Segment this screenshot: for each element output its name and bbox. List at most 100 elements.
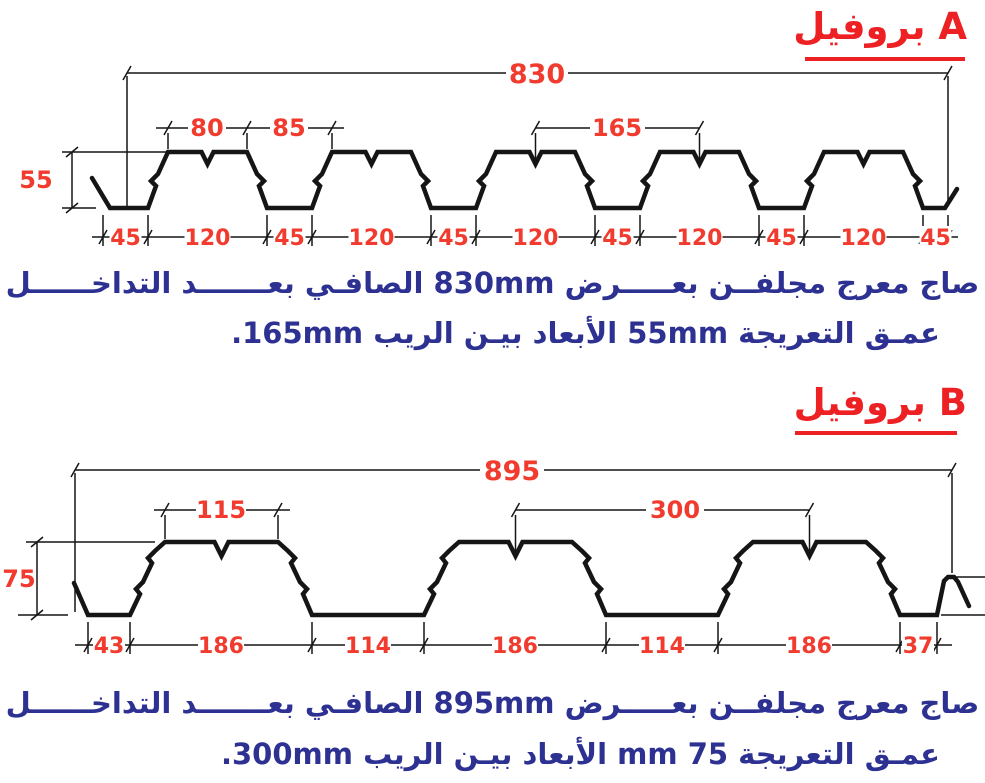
tick-mark bbox=[125, 637, 135, 653]
tick-mark bbox=[510, 502, 521, 518]
dim-label-top-gap-a: 85 bbox=[272, 114, 305, 142]
profile-b-title-underline bbox=[795, 431, 957, 435]
tick-mark bbox=[262, 229, 272, 245]
dim-label: 45 bbox=[438, 226, 469, 251]
dim-label: 37 bbox=[903, 634, 934, 659]
dim-label: 186 bbox=[198, 634, 244, 659]
dim-label: 120 bbox=[841, 226, 887, 251]
tick-mark bbox=[947, 462, 957, 478]
dim-label: 186 bbox=[786, 634, 832, 659]
dim-label-bg bbox=[184, 226, 231, 247]
dim-label: 45 bbox=[920, 226, 951, 251]
profile-a-drawing: 830 80 85 165 55 bbox=[19, 60, 960, 251]
dimension-bottom-a: 45 120 45 120 45 120 45 120 45 120 45 bbox=[92, 215, 958, 251]
tick-mark bbox=[804, 502, 815, 518]
profile-a-title: بروفيل A bbox=[793, 5, 967, 48]
tick-mark bbox=[426, 229, 436, 245]
dim-label: 120 bbox=[185, 226, 231, 251]
dim-label: 45 bbox=[602, 226, 633, 251]
tick-mark bbox=[530, 120, 541, 136]
tick-mark bbox=[83, 637, 93, 653]
tick-mark bbox=[932, 637, 942, 653]
tick-mark bbox=[327, 120, 337, 136]
tick-mark bbox=[65, 146, 79, 158]
dim-label: 114 bbox=[345, 634, 391, 659]
dimension-overall-b: 895 bbox=[70, 456, 957, 612]
dimension-depth-a: 55 bbox=[19, 146, 182, 214]
profile-b-title: بروفيل B bbox=[793, 381, 967, 424]
tick-mark bbox=[70, 462, 80, 478]
dim-label-bg bbox=[348, 226, 395, 247]
dim-label-bg bbox=[639, 634, 685, 655]
tick-mark bbox=[30, 536, 44, 548]
profile-a-description-line2: عمـق التعريجة 55mm الأبعاد بيـن الريب 16… bbox=[231, 316, 940, 350]
tick-mark bbox=[98, 229, 108, 245]
tick-mark bbox=[419, 637, 429, 653]
tick-mark bbox=[163, 120, 173, 136]
dim-label: 45 bbox=[110, 226, 141, 251]
dim-label: 120 bbox=[513, 226, 559, 251]
tick-mark bbox=[713, 637, 723, 653]
tick-mark bbox=[754, 229, 764, 245]
profile-a-description-line1: صاج معرج مجلفــن بعـــــرض 830mm الصافـي… bbox=[5, 266, 980, 300]
profile-a-title-underline bbox=[805, 57, 965, 61]
dim-label-bg bbox=[437, 226, 470, 247]
dim-label-pitch-b: 300 bbox=[650, 496, 700, 524]
dim-label-bg bbox=[273, 226, 306, 247]
dim-label: 43 bbox=[94, 634, 125, 659]
tick-mark bbox=[242, 120, 252, 136]
dim-label-depth-b: 75 bbox=[2, 565, 35, 593]
profile-b-outline bbox=[71, 539, 972, 618]
tick-mark bbox=[65, 202, 79, 214]
tick-mark bbox=[601, 637, 611, 653]
dim-label-bg bbox=[786, 634, 832, 655]
dim-label-overall-b: 895 bbox=[484, 456, 540, 487]
tick-mark bbox=[160, 502, 170, 518]
dim-label: 45 bbox=[274, 226, 305, 251]
tick-mark bbox=[635, 229, 645, 245]
dimension-top-a: 80 85 165 bbox=[156, 114, 705, 161]
dim-label-bg bbox=[676, 226, 723, 247]
dim-label-bg bbox=[919, 226, 952, 247]
dim-label: 120 bbox=[349, 226, 395, 251]
profile-b-description-line2: عمـق التعريجة 75 mm الأبعاد بيـن الريب 3… bbox=[220, 737, 940, 771]
dim-label-bg bbox=[93, 634, 125, 655]
dim-label-bg bbox=[198, 634, 244, 655]
right-overlap-detail bbox=[941, 576, 985, 616]
profile-b-drawing: 895 115 300 75 bbox=[2, 456, 985, 659]
tick-mark bbox=[307, 229, 317, 245]
dim-label-pitch-a: 165 bbox=[592, 114, 642, 142]
dim-label-bg bbox=[345, 634, 391, 655]
dim-label-bg bbox=[840, 226, 887, 247]
dim-label-bg bbox=[492, 634, 538, 655]
dim-label-bg bbox=[601, 226, 634, 247]
tick-mark bbox=[471, 229, 481, 245]
dimension-depth-b: 75 bbox=[2, 536, 155, 621]
dim-label: 114 bbox=[639, 634, 685, 659]
dim-label-bg bbox=[109, 226, 142, 247]
dimension-overall-a: 830 bbox=[122, 60, 953, 206]
tick-mark bbox=[307, 637, 317, 653]
dimension-top-b: 115 300 bbox=[154, 496, 815, 553]
tick-mark bbox=[143, 229, 153, 245]
dim-label-bg bbox=[765, 226, 798, 247]
tick-mark bbox=[30, 609, 44, 621]
tick-mark bbox=[273, 502, 283, 518]
dimension-bottom-b: 43 186 114 186 114 186 37 bbox=[75, 622, 952, 659]
profile-a-outline bbox=[89, 149, 960, 211]
dim-label-bg bbox=[902, 634, 934, 655]
tick-mark bbox=[122, 65, 132, 81]
dim-label-overall-a: 830 bbox=[509, 60, 565, 90]
dim-label-bg bbox=[512, 226, 559, 247]
profile-b-description-line1: صاج معرج مجلفــن بعـــــرض 895mm الصافـي… bbox=[5, 686, 980, 720]
dim-label: 120 bbox=[677, 226, 723, 251]
tick-mark bbox=[694, 120, 705, 136]
dim-label-top-flat-b: 115 bbox=[196, 496, 246, 524]
tick-mark bbox=[799, 229, 809, 245]
tick-mark bbox=[590, 229, 600, 245]
dim-label: 45 bbox=[766, 226, 797, 251]
dim-label: 186 bbox=[492, 634, 538, 659]
dim-label-depth-a: 55 bbox=[19, 166, 52, 194]
dim-label-top-flat-a: 80 bbox=[190, 114, 223, 142]
